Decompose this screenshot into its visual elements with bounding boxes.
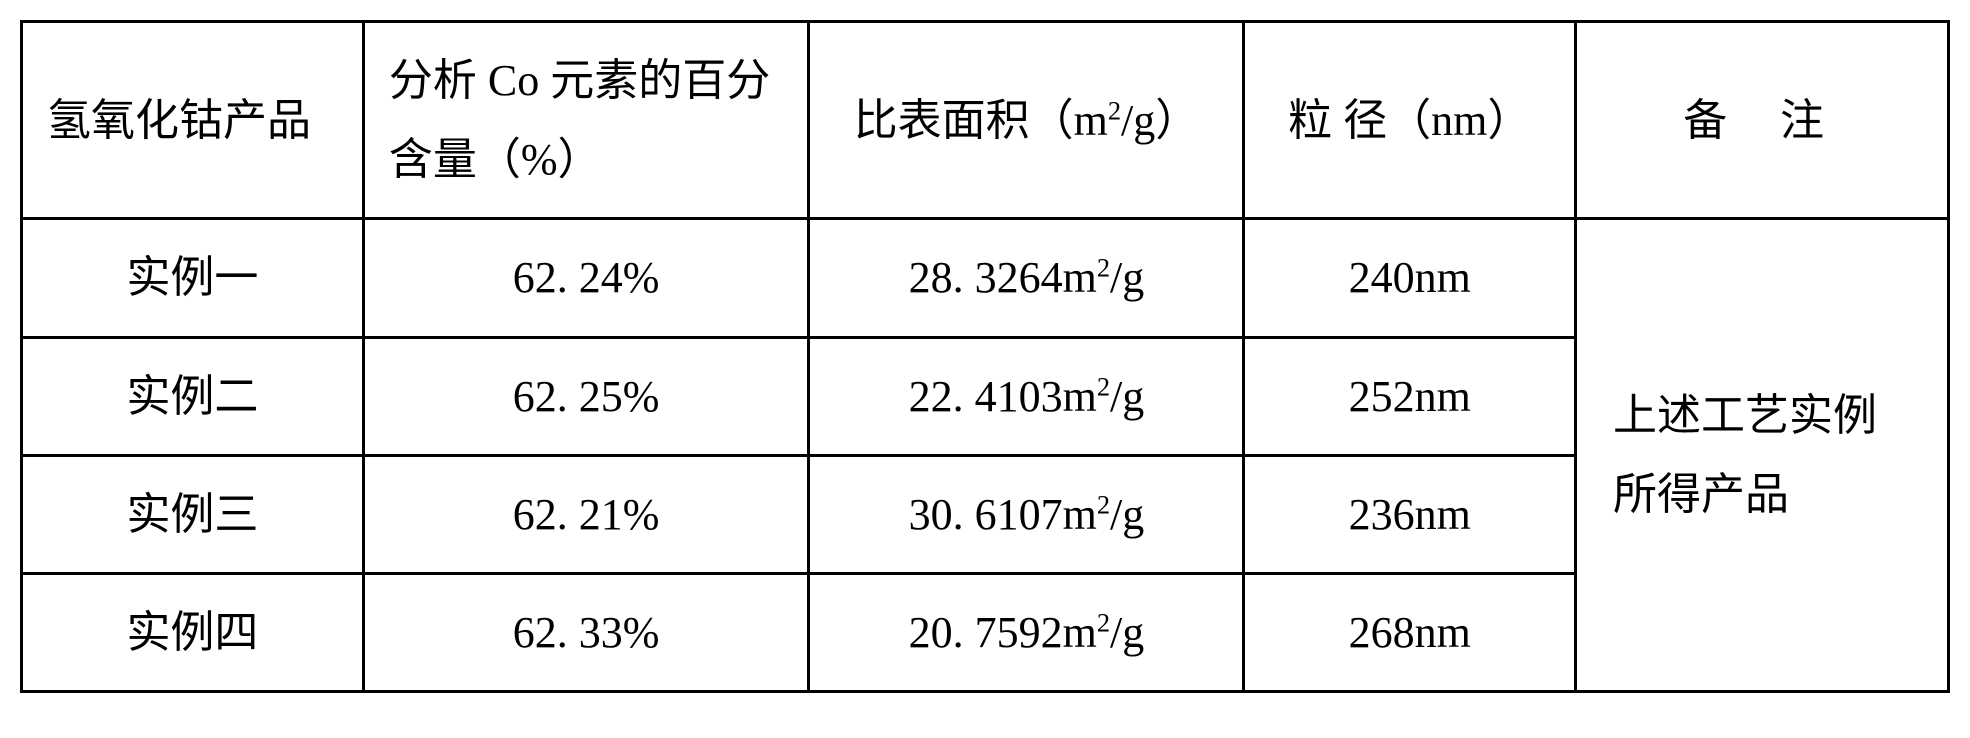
cell-co-percent: 62. 33% xyxy=(363,573,808,691)
cell-surface-area: 28. 3264m2/g xyxy=(809,219,1244,337)
cell-notes: 上述工艺实例所得产品 xyxy=(1576,219,1949,692)
cell-product: 实例四 xyxy=(22,573,364,691)
cell-surface-prefix: 30. 6107m xyxy=(909,490,1097,539)
table-header-row: 氢氧化钴产品 分析 Co 元素的百分含量（%） 比表面积（m2/g） 粒 径（n… xyxy=(22,22,1949,219)
cell-product: 实例一 xyxy=(22,219,364,337)
cell-diameter: 268nm xyxy=(1244,573,1576,691)
data-table: 氢氧化钴产品 分析 Co 元素的百分含量（%） 比表面积（m2/g） 粒 径（n… xyxy=(20,20,1950,693)
cell-surface-suffix: /g xyxy=(1110,490,1144,539)
cell-surface-prefix: 22. 4103m xyxy=(909,372,1097,421)
header-product: 氢氧化钴产品 xyxy=(22,22,364,219)
header-surface-sup: 2 xyxy=(1108,95,1121,125)
cell-surface-area: 22. 4103m2/g xyxy=(809,337,1244,455)
cell-surface-sup: 2 xyxy=(1097,489,1110,519)
cell-diameter: 236nm xyxy=(1244,455,1576,573)
cell-surface-area: 20. 7592m2/g xyxy=(809,573,1244,691)
cell-surface-sup: 2 xyxy=(1097,607,1110,637)
cell-surface-suffix: /g xyxy=(1110,608,1144,657)
cell-surface-prefix: 28. 3264m xyxy=(909,253,1097,302)
cell-product: 实例三 xyxy=(22,455,364,573)
cell-surface-sup: 2 xyxy=(1097,371,1110,401)
header-surface-area: 比表面积（m2/g） xyxy=(809,22,1244,219)
table-row: 实例一 62. 24% 28. 3264m2/g 240nm 上述工艺实例所得产… xyxy=(22,219,1949,337)
header-co-percent: 分析 Co 元素的百分含量（%） xyxy=(363,22,808,219)
cell-surface-prefix: 20. 7592m xyxy=(909,608,1097,657)
header-surface-suffix: /g） xyxy=(1121,96,1199,145)
cell-diameter: 252nm xyxy=(1244,337,1576,455)
cell-co-percent: 62. 21% xyxy=(363,455,808,573)
cell-surface-area: 30. 6107m2/g xyxy=(809,455,1244,573)
cell-surface-sup: 2 xyxy=(1097,253,1110,283)
cell-diameter: 240nm xyxy=(1244,219,1576,337)
cell-co-percent: 62. 25% xyxy=(363,337,808,455)
cell-surface-suffix: /g xyxy=(1110,253,1144,302)
data-table-container: 氢氧化钴产品 分析 Co 元素的百分含量（%） 比表面积（m2/g） 粒 径（n… xyxy=(20,20,1950,693)
cell-surface-suffix: /g xyxy=(1110,372,1144,421)
header-notes: 备注 xyxy=(1576,22,1949,219)
header-surface-prefix: 比表面积（m xyxy=(854,96,1108,145)
header-diameter: 粒 径（nm） xyxy=(1244,22,1576,219)
cell-co-percent: 62. 24% xyxy=(363,219,808,337)
cell-product: 实例二 xyxy=(22,337,364,455)
